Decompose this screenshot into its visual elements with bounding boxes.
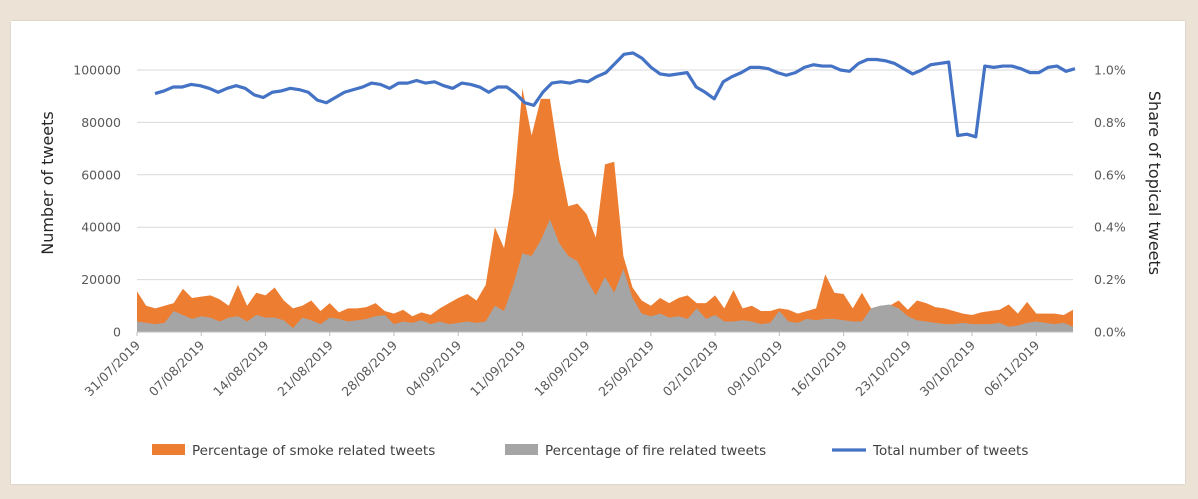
x-tick-label: 11/09/2019 [467, 337, 529, 399]
x-tick-label: 23/10/2019 [852, 337, 914, 399]
y-left-ticks: 0 20000 40000 60000 80000 100000 [73, 63, 121, 340]
x-tick-label: 21/08/2019 [274, 337, 336, 399]
x-tick-label: 18/09/2019 [531, 337, 593, 399]
x-tick-label: 06/11/2019 [981, 337, 1043, 399]
legend-label-total: Total number of tweets [872, 443, 1028, 459]
y-left-axis-title: Number of tweets [38, 111, 57, 255]
fire-area [137, 219, 1073, 332]
line-series [154, 51, 1076, 139]
x-tick-label: 09/10/2019 [724, 337, 786, 399]
y-left-tick-label: 0 [113, 325, 121, 340]
y-left-tick-label: 20000 [81, 272, 121, 287]
x-tick-label: 31/07/2019 [82, 337, 144, 399]
legend-label-fire: Percentage of fire related tweets [545, 443, 766, 459]
legend-swatch-fire [505, 444, 538, 455]
x-tick-label: 16/10/2019 [788, 337, 850, 399]
legend: Percentage of smoke related tweets Percen… [152, 443, 1028, 459]
y-left-tick-label: 80000 [81, 115, 121, 130]
y-right-tick-label: 0.0% [1094, 325, 1126, 340]
y-left-tick-label: 60000 [81, 167, 121, 182]
legend-label-smoke: Percentage of smoke related tweets [192, 443, 435, 459]
y-right-tick-label: 0.4% [1094, 220, 1126, 235]
y-right-tick-label: 0.2% [1094, 272, 1126, 287]
y-right-axis-title: Share of topical tweets [1145, 91, 1164, 275]
legend-swatch-smoke [152, 444, 185, 455]
x-tick-label: 07/08/2019 [146, 337, 208, 399]
x-tick-label: 30/10/2019 [917, 337, 979, 399]
smoke-area [137, 88, 1073, 332]
area-series [137, 88, 1073, 332]
y-right-tick-label: 0.8% [1094, 115, 1126, 130]
total-tweets-line [154, 51, 1076, 139]
x-tick-label: 02/10/2019 [660, 337, 722, 399]
x-ticks: 31/07/2019 07/08/2019 14/08/2019 21/08/2019… [82, 332, 1043, 399]
y-right-ticks: 0.0% 0.2% 0.4% 0.6% 0.8% 1.0% [1094, 63, 1126, 340]
x-tick-label: 14/08/2019 [210, 337, 272, 399]
x-tick-label: 04/09/2019 [403, 337, 465, 399]
x-tick-label: 28/08/2019 [339, 337, 401, 399]
y-left-tick-label: 40000 [81, 220, 121, 235]
y-right-tick-label: 0.6% [1094, 167, 1126, 182]
x-tick-label: 25/09/2019 [595, 337, 657, 399]
y-right-tick-label: 1.0% [1094, 63, 1126, 78]
y-left-tick-label: 100000 [73, 63, 121, 78]
